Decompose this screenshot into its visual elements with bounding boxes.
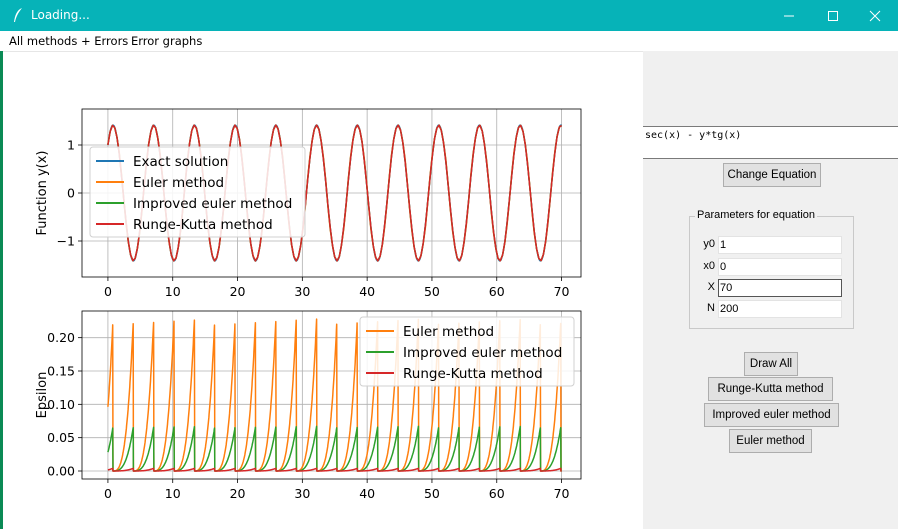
improved-euler-button[interactable]: Improved euler method <box>704 403 839 427</box>
euler-button[interactable]: Euler method <box>729 429 812 453</box>
x-tick-label: 20 <box>230 486 246 501</box>
X-input[interactable]: 70 <box>718 279 842 297</box>
legend-label-exact: Exact solution <box>133 154 228 170</box>
equation-input[interactable]: sec(x) - y*tg(x) <box>643 126 898 159</box>
y0-label: y0 <box>703 238 715 250</box>
close-icon <box>869 10 881 21</box>
x-tick-label: 10 <box>165 284 181 299</box>
y-tick-label: 0.15 <box>47 364 75 379</box>
y-tick-label: 0.10 <box>47 397 75 412</box>
x0-input[interactable]: 0 <box>718 258 842 276</box>
x-tick-label: 10 <box>165 486 181 501</box>
y-axis-label: Function y(x) <box>35 151 50 236</box>
x-tick-label: 70 <box>554 486 570 501</box>
x-tick-label: 60 <box>489 284 505 299</box>
title-bar: Loading... <box>0 0 898 31</box>
X-label: X <box>707 281 715 293</box>
minimize-button[interactable] <box>766 0 812 31</box>
epsilon-axes: 0 10 20 30 40 50 60 70 0.00 0.05 0.10 0.15 0.20 Epsil… <box>35 310 582 501</box>
legend-label-rk: Runge-Kutta method <box>133 217 273 233</box>
change-equation-button[interactable]: Change Equation <box>723 163 821 187</box>
window-title: Loading... <box>31 8 90 22</box>
x-tick-label: 30 <box>294 284 310 299</box>
y-tick-label: 1 <box>67 138 75 153</box>
maximize-icon <box>828 10 838 21</box>
x-tick-label: 50 <box>424 284 440 299</box>
menu-bar: All methods + Errors Error graphs <box>0 31 898 52</box>
x-tick-label: 40 <box>359 284 375 299</box>
feather-icon <box>14 8 22 22</box>
legend-label-euler: Euler method <box>403 324 494 340</box>
legend-label-improved: Improved euler method <box>133 196 292 212</box>
x-tick-label: 0 <box>104 486 112 501</box>
runge-kutta-button[interactable]: Runge-Kutta method <box>708 377 833 401</box>
y-tick-label: 0 <box>67 186 75 201</box>
y-tick-label: −1 <box>57 234 75 249</box>
y-tick-label: 0.20 <box>47 330 75 345</box>
axes-frame <box>81 310 582 480</box>
legend-box <box>359 316 575 387</box>
x-tick-label: 20 <box>230 284 246 299</box>
series-error-improved <box>107 425 563 472</box>
y-axis-label: Epsilon <box>35 372 50 419</box>
N-label: N <box>707 302 715 314</box>
equation-text: sec(x) - y*tg(x) <box>645 130 742 141</box>
x-tick-label: 0 <box>104 284 112 299</box>
legend-label-improved: Improved euler method <box>403 345 562 361</box>
y-tick-label: 0.05 <box>47 430 75 445</box>
legend-box <box>89 146 306 238</box>
minimize-icon <box>784 15 794 16</box>
draw-all-button[interactable]: Draw All <box>744 352 798 376</box>
x-tick-label: 50 <box>424 486 440 501</box>
series-error-rk <box>107 467 563 472</box>
y0-input[interactable]: 1 <box>718 236 842 254</box>
menu-all-methods-errors[interactable]: All methods + Errors <box>9 34 129 48</box>
x-tick-label: 40 <box>359 486 375 501</box>
x-tick-label: 60 <box>489 486 505 501</box>
series-error-euler <box>107 318 563 472</box>
legend-label-euler: Euler method <box>133 175 224 191</box>
parameters-group-label: Parameters for equation <box>695 209 818 221</box>
N-input[interactable]: 200 <box>718 300 842 318</box>
maximize-button[interactable] <box>810 0 856 31</box>
legend-label-rk: Runge-Kutta method <box>403 366 543 382</box>
close-button[interactable] <box>852 0 898 31</box>
x0-label: x0 <box>703 260 715 272</box>
y-tick-label: 0.00 <box>47 464 75 479</box>
menu-error-graphs[interactable]: Error graphs <box>131 34 203 48</box>
left-edge-strip <box>0 51 3 529</box>
x-tick-label: 30 <box>294 486 310 501</box>
x-tick-label: 70 <box>554 284 570 299</box>
